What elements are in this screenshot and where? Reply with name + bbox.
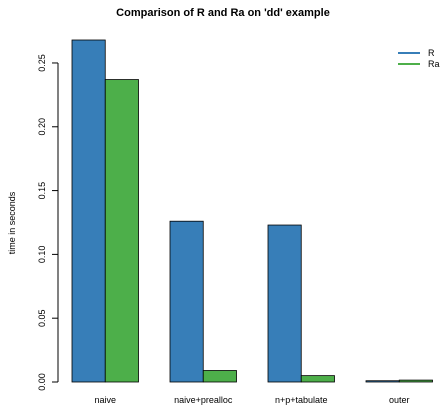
y-axis: 0.00 0.05 0.10 0.15 0.20 0.25 bbox=[37, 54, 59, 391]
bars bbox=[71, 39, 433, 383]
y-tick-label: 0.25 bbox=[37, 54, 47, 72]
y-tick-label: 0.10 bbox=[37, 246, 47, 264]
y-tick-label: 0.05 bbox=[37, 309, 47, 327]
x-tick-label: n+p+tabulate bbox=[275, 395, 328, 405]
x-tick-label: outer bbox=[389, 395, 410, 405]
y-tick-label: 0.20 bbox=[37, 118, 47, 136]
legend: R Ra bbox=[398, 48, 440, 69]
chart-title: Comparison of R and Ra on 'dd' example bbox=[116, 7, 330, 19]
bar-ra-naive-prealloc bbox=[202, 370, 237, 383]
bar-ra-outer bbox=[398, 379, 433, 383]
y-tick-label: 0.15 bbox=[37, 182, 47, 200]
x-tick-label: naive bbox=[94, 395, 116, 405]
bar-r-n-p-tabulate bbox=[267, 224, 302, 383]
bar-ra-n-p-tabulate bbox=[300, 375, 335, 383]
bar-r-naive bbox=[71, 39, 106, 383]
legend-label-r: R bbox=[428, 48, 435, 58]
y-axis-label: time in seconds bbox=[7, 191, 17, 254]
x-axis-labels: naive naive+prealloc n+p+tabulate outer bbox=[94, 395, 409, 405]
y-tick-label: 0.00 bbox=[37, 373, 47, 391]
x-tick-label: naive+prealloc bbox=[174, 395, 233, 405]
legend-label-ra: Ra bbox=[428, 59, 440, 69]
y-axis-ticks: 0.00 0.05 0.10 0.15 0.20 0.25 bbox=[37, 54, 58, 391]
bar-r-outer bbox=[365, 380, 400, 383]
bar-r-naive-prealloc bbox=[169, 220, 204, 383]
bar-ra-naive bbox=[104, 79, 139, 383]
